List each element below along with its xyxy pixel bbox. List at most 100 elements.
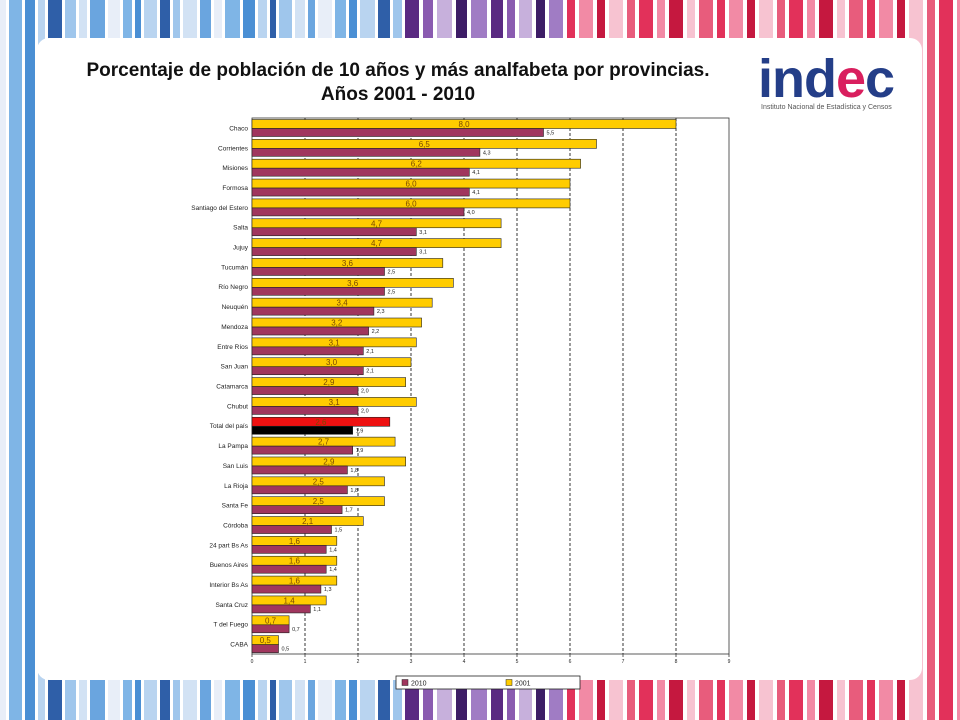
logo-wordmark-main: ind [758, 49, 837, 109]
category-label: Córdoba [223, 522, 248, 529]
category-label: San Luis [223, 463, 249, 470]
x-tick-label: 8 [675, 659, 678, 665]
legend-label-2010: 2010 [411, 681, 427, 688]
bar-2010 [251, 227, 417, 237]
bar-label-2010: 4,0 [467, 210, 475, 216]
category-label: Total del país [210, 423, 249, 430]
bar-label-2001: 3,6 [347, 279, 359, 288]
bar-label-2010: 1,9 [356, 448, 364, 454]
bar-label-2001: 3,1 [329, 398, 341, 407]
bar-label-2010: 3,1 [419, 250, 427, 256]
bar-2010 [251, 366, 364, 376]
bar-label-2001: 4,7 [371, 239, 383, 248]
bar-2010 [251, 445, 353, 455]
bar-label-2010: 3,1 [419, 230, 427, 236]
chart-title-line2: Años 2001 - 2010 [320, 84, 476, 105]
category-label: Jujuy [233, 245, 249, 252]
bar-2010 [251, 505, 343, 514]
bar-label-2010: 2,2 [372, 329, 380, 335]
bar-label-2001: 0,5 [260, 636, 272, 645]
x-tick-label: 2 [357, 659, 360, 665]
category-label: San Juan [221, 364, 249, 371]
category-label: Entre Ríos [217, 344, 248, 351]
chart-title-line1: Porcentaje de población de 10 años y más… [86, 60, 710, 81]
bar-2010 [251, 525, 332, 534]
bar-2010 [251, 187, 470, 197]
indec-logo: indec Instituto Nacional de Estadística … [758, 52, 908, 111]
category-label: Catamarca [216, 384, 248, 391]
bar-label-2001: 1,6 [289, 537, 301, 546]
bar-label-2010: 2,0 [361, 389, 369, 395]
bar-label-2001: 2,1 [302, 517, 314, 526]
x-tick-label: 4 [463, 659, 466, 665]
category-label: La Pampa [218, 443, 248, 450]
bar-label-2001: 3,0 [326, 358, 338, 367]
bar-2010 [251, 545, 327, 554]
bg-stripe [957, 0, 960, 720]
bar-label-2010: 2,5 [388, 289, 396, 295]
bar-2010 [251, 207, 465, 217]
bar-2010 [251, 247, 417, 256]
bar-2010 [251, 604, 311, 614]
legend-swatch-2001 [505, 679, 513, 686]
bar-label-2010: 1,4 [329, 547, 337, 553]
bar-label-2010: 1,9 [356, 428, 364, 434]
bar-label-2001: 3,1 [329, 338, 341, 347]
bar-2010 [251, 584, 322, 594]
bar-label-2001: 2,9 [323, 457, 335, 466]
category-label: Santiago del Estero [191, 205, 248, 212]
bar-2010 [251, 406, 359, 415]
category-label: Santa Cruz [215, 602, 248, 609]
bar-2010 [251, 167, 470, 177]
bar-label-2010: 1,3 [324, 587, 332, 593]
category-label: Corrientes [218, 145, 249, 152]
category-label: Salta [233, 225, 248, 232]
bg-stripe [939, 0, 953, 720]
bar-label-2010: 2,1 [366, 349, 374, 355]
bar-label-2001: 6,2 [411, 160, 423, 169]
category-label: T del Fuego [213, 622, 248, 629]
bar-label-2010: 2,1 [366, 369, 374, 375]
bg-stripe [9, 0, 22, 720]
bar-label-2001: 1,4 [284, 596, 296, 605]
bar-2010 [251, 485, 348, 495]
bar-label-2001: 8,0 [458, 120, 470, 129]
legend-box [395, 675, 581, 690]
logo-wordmark-end: c [865, 49, 895, 109]
bar-label-2010: 1,8 [350, 468, 358, 474]
bar-label-2010: 1,5 [335, 528, 343, 534]
category-label: Neuquén [222, 304, 249, 311]
category-label: Interior Bs As [209, 582, 248, 589]
bar-label-2001: 3,4 [337, 299, 349, 308]
category-label: 24 part Bs As [209, 542, 248, 549]
category-label: Chubut [227, 403, 248, 410]
bar-label-2010: 2,5 [388, 269, 396, 275]
bar-label-2010: 1,4 [329, 567, 337, 573]
x-tick-label: 3 [410, 659, 413, 665]
x-tick-label: 1 [304, 659, 307, 665]
x-tick-label: 0 [251, 659, 254, 665]
category-label: Chaco [229, 125, 248, 132]
bar-label-2010: 1,1 [313, 607, 321, 613]
category-label: Formosa [222, 185, 248, 192]
bar-2010 [251, 326, 369, 336]
bar-label-2010: 5,5 [547, 131, 555, 137]
x-tick-label: 9 [728, 659, 731, 665]
bar-label-2001: 3,6 [342, 259, 354, 268]
bar-label-2001: 6,5 [419, 140, 431, 149]
category-label: Santa Fe [222, 503, 249, 510]
bar-2010 [251, 128, 544, 137]
category-label: Río Negro [218, 284, 248, 291]
bar-label-2001: 2,7 [318, 438, 330, 447]
bar-label-2001: 0,7 [265, 616, 277, 625]
category-label: Mendoza [221, 324, 248, 331]
category-label: La Rioja [224, 483, 248, 490]
bar-label-2010: 4,1 [472, 190, 480, 196]
bar-2010 [251, 267, 385, 276]
bar-2010 [251, 564, 327, 574]
logo-wordmark-e: e [835, 49, 866, 109]
bar-label-2010: 0,5 [282, 647, 290, 653]
bg-stripe [25, 0, 35, 720]
bar-label-2010: 4,3 [483, 150, 491, 156]
